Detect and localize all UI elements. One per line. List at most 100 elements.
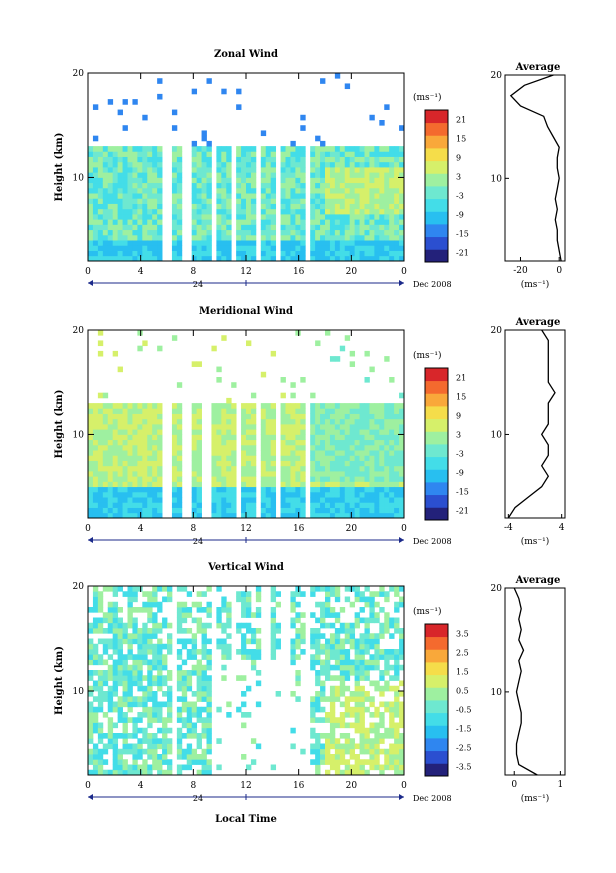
heatmap-cell xyxy=(152,612,158,618)
heatmap-cell xyxy=(315,696,321,702)
heatmap-cell xyxy=(186,628,193,634)
heatmap-cell xyxy=(97,450,104,456)
heatmap-cell xyxy=(162,664,168,671)
heatmap-cell xyxy=(280,208,286,215)
heatmap-cell xyxy=(137,408,143,414)
heatmap-cell xyxy=(137,198,143,204)
heatmap-cell xyxy=(300,439,306,446)
heatmap-cell xyxy=(112,476,119,482)
heatmap-cell xyxy=(226,643,232,650)
heatmap-cell xyxy=(334,586,341,592)
heatmap-cell xyxy=(285,146,291,152)
heatmap-cell xyxy=(117,607,123,613)
heatmap-cell xyxy=(241,214,247,220)
heatmap-cell xyxy=(394,685,400,692)
heatmap-cell xyxy=(389,733,395,739)
heatmap-cell xyxy=(344,638,351,645)
heatmap-cell xyxy=(216,366,222,373)
heatmap-cell xyxy=(270,502,277,508)
heatmap-cell xyxy=(112,628,119,634)
heatmap-cell xyxy=(92,156,99,163)
heatmap-cell xyxy=(167,622,173,629)
heatmap-cell xyxy=(152,481,158,488)
heatmap-cell xyxy=(384,403,390,409)
heatmap-cell xyxy=(246,654,252,660)
heatmap-cell xyxy=(389,444,395,451)
heatmap-cell xyxy=(399,250,405,257)
heatmap-cell xyxy=(334,628,341,634)
heatmap-cell xyxy=(354,403,360,409)
heatmap-cell xyxy=(334,675,341,681)
heatmap-cell xyxy=(122,208,128,215)
heatmap-cell xyxy=(211,345,217,352)
heatmap-cell xyxy=(379,486,385,493)
heatmap-cell xyxy=(127,764,133,771)
heatmap-cell xyxy=(384,759,390,765)
profile-x-tick-label: -4 xyxy=(504,523,513,533)
heatmap-cell xyxy=(384,146,390,152)
heatmap-cell xyxy=(265,450,272,456)
heatmap-cell xyxy=(201,675,207,681)
heatmap-cell xyxy=(394,219,400,225)
heatmap-cell xyxy=(231,465,237,472)
heatmap-cell xyxy=(122,99,128,105)
heatmap-cell xyxy=(191,224,198,231)
heatmap-cell xyxy=(359,759,365,765)
heatmap-cell xyxy=(379,255,385,262)
heatmap-cell xyxy=(176,167,183,173)
heatmap-cell xyxy=(88,450,94,456)
heatmap-cell xyxy=(122,182,128,189)
heatmap-cell xyxy=(364,177,370,184)
heatmap-cell xyxy=(157,759,163,765)
heatmap-cell xyxy=(280,392,286,399)
heatmap-cell xyxy=(320,659,326,666)
heatmap-cell xyxy=(379,701,385,708)
heatmap-cell xyxy=(216,460,222,467)
heatmap-cell xyxy=(112,255,119,262)
heatmap-cell xyxy=(201,733,207,739)
heatmap-cell xyxy=(265,172,272,178)
heatmap-cell xyxy=(102,743,109,750)
heatmap-cell xyxy=(112,754,119,760)
heatmap-cell xyxy=(250,491,257,498)
heatmap-cell xyxy=(339,476,346,482)
heatmap-cell xyxy=(364,450,370,456)
heatmap-cell xyxy=(152,156,158,163)
heatmap-cell xyxy=(122,471,128,477)
heatmap-cell xyxy=(325,481,331,488)
heatmap-cell xyxy=(226,439,232,446)
heatmap-cell xyxy=(171,193,178,199)
heatmap-cell xyxy=(344,712,351,718)
heatmap-cell xyxy=(250,486,257,493)
heatmap-cell xyxy=(290,413,296,420)
heatmap-cell xyxy=(127,413,133,420)
heatmap-cell xyxy=(290,596,296,603)
heatmap-cell xyxy=(364,502,370,508)
heatmap-cell xyxy=(295,628,301,634)
heatmap-cell xyxy=(265,234,272,241)
heatmap-cell xyxy=(349,198,356,204)
heatmap-cell xyxy=(389,706,395,713)
heatmap-cell xyxy=(379,424,385,430)
heatmap-cell xyxy=(127,250,133,257)
heatmap-cell xyxy=(112,664,119,671)
heatmap-cell xyxy=(315,617,321,624)
heatmap-cell xyxy=(310,187,316,194)
heatmap-cell xyxy=(206,727,212,734)
heatmap-cell xyxy=(329,471,336,477)
heatmap-cell xyxy=(320,240,326,246)
heatmap-cell xyxy=(320,429,326,435)
heatmap-cell xyxy=(97,691,104,697)
heatmap-cell xyxy=(394,601,400,608)
heatmap-cell xyxy=(369,245,375,251)
heatmap-cell xyxy=(344,701,351,708)
heatmap-cell xyxy=(132,424,138,430)
heatmap-cell xyxy=(280,465,286,472)
heatmap-cell xyxy=(329,727,336,734)
heatmap-cell xyxy=(394,214,400,220)
heatmap-cell xyxy=(315,151,321,157)
heatmap-cell xyxy=(196,497,202,503)
heatmap-cell xyxy=(250,638,257,645)
